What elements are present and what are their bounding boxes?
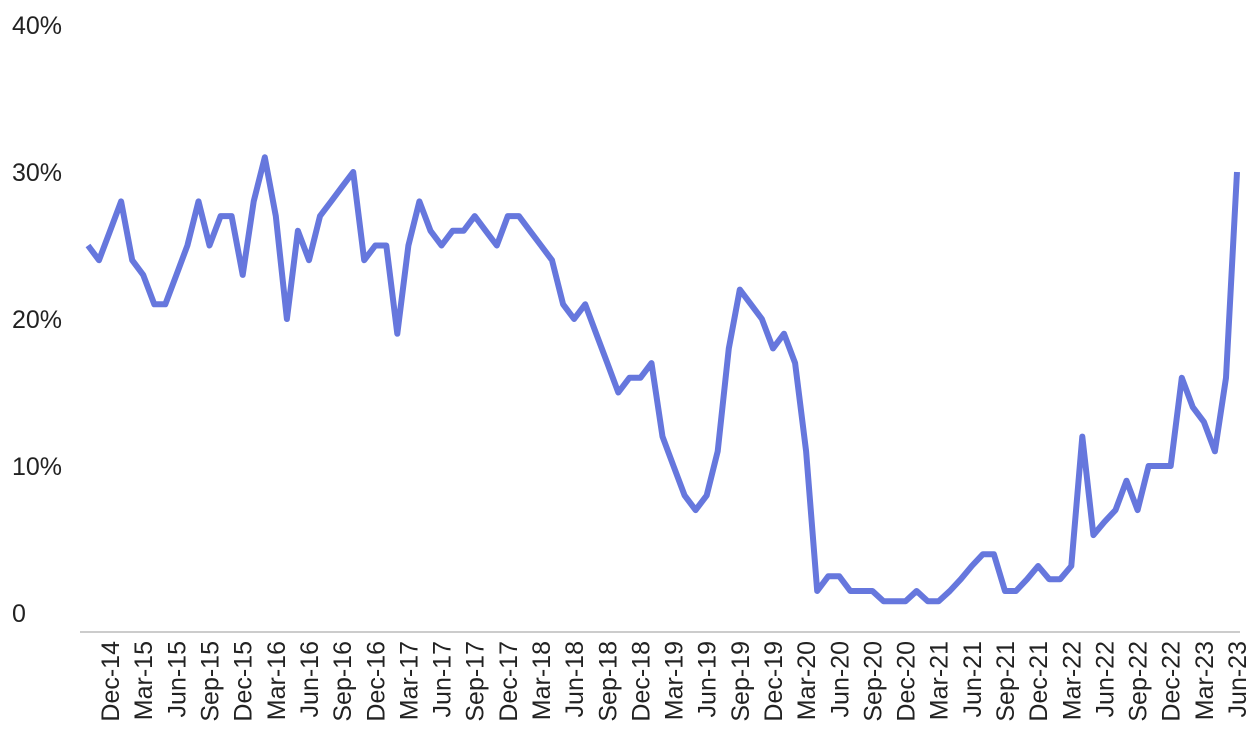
x-tick-label: Dec-14	[97, 641, 125, 722]
x-tick-label: Mar-23	[1191, 641, 1219, 720]
x-tick-label: Mar-21	[926, 641, 954, 720]
series-line	[85, 154, 1240, 605]
x-tick-label: Jun-17	[429, 641, 457, 717]
x-tick-label: Mar-18	[528, 641, 556, 720]
x-tick-label: Mar-19	[661, 641, 689, 720]
x-axis: Dec-14 Mar-15 Jun-15 Sep-15 Dec-15 Mar-16 Jun-…	[97, 641, 1252, 722]
y-axis: 0 10% 20% 30% 40%	[12, 12, 62, 628]
x-tick-label: Dec-19	[760, 641, 788, 722]
x-tick-label: Dec-16	[362, 641, 390, 722]
series-layer	[85, 154, 1240, 605]
x-tick-label: Jun-15	[163, 641, 191, 717]
x-tick-label: Sep-19	[727, 641, 755, 722]
x-tick-label: Mar-20	[793, 641, 821, 720]
x-tick-label: Dec-17	[495, 641, 523, 722]
x-tick-label: Mar-17	[395, 641, 423, 720]
x-tick-label: Jun-18	[561, 641, 589, 717]
x-tick-label: Jun-23	[1224, 641, 1252, 717]
x-tick-label: Dec-22	[1158, 641, 1186, 722]
x-tick-label: Sep-15	[197, 641, 225, 722]
x-tick-label: Jun-19	[694, 641, 722, 717]
x-tick-label: Sep-20	[859, 641, 887, 722]
x-tick-label: Dec-18	[627, 641, 655, 722]
y-tick-label: 10%	[12, 453, 62, 481]
x-tick-label: Jun-22	[1091, 641, 1119, 717]
x-tick-label: Sep-16	[329, 641, 357, 722]
x-tick-label: Mar-22	[1058, 641, 1086, 720]
y-tick-label: 20%	[12, 306, 62, 334]
x-tick-label: Mar-16	[263, 641, 291, 720]
x-tick-label: Dec-15	[230, 641, 258, 722]
x-tick-label: Dec-20	[893, 641, 921, 722]
y-tick-label: 40%	[12, 12, 62, 40]
x-tick-label: Mar-15	[130, 641, 158, 720]
x-tick-label: Sep-21	[992, 641, 1020, 722]
x-tick-label: Sep-18	[594, 641, 622, 722]
x-tick-label: Jun-21	[959, 641, 987, 717]
y-tick-label: 0	[12, 600, 26, 628]
x-tick-label: Jun-16	[296, 641, 324, 717]
x-tick-label: Jun-20	[826, 641, 854, 717]
y-tick-label: 30%	[12, 159, 62, 187]
x-tick-label: Dec-21	[1025, 641, 1053, 722]
x-tick-label: Sep-22	[1125, 641, 1153, 722]
x-tick-label: Sep-17	[462, 641, 490, 722]
